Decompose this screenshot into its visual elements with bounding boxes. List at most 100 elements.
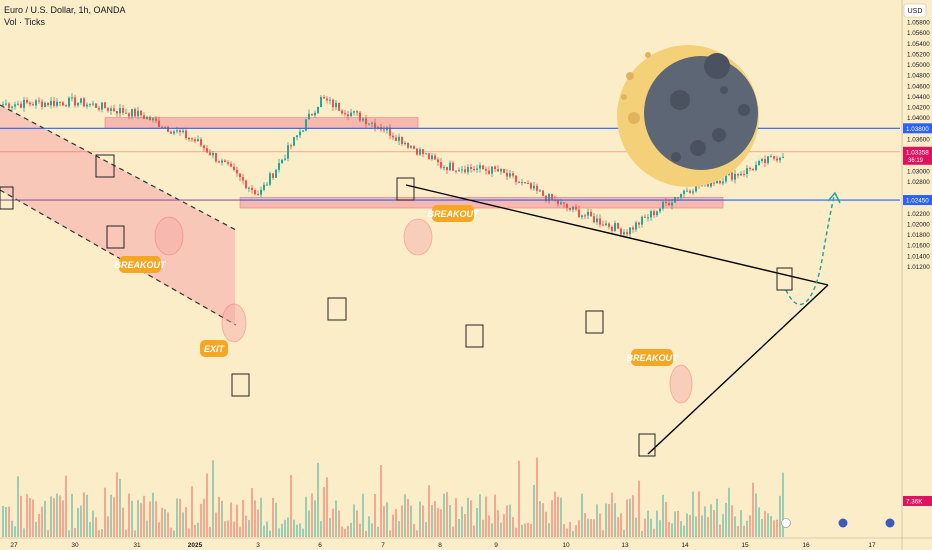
candle — [41, 99, 43, 110]
volume-bar — [512, 517, 514, 537]
candle — [434, 153, 436, 160]
candle — [632, 225, 634, 233]
volume-bar — [704, 506, 706, 537]
volume-bar — [44, 500, 46, 537]
volume-bar — [50, 496, 52, 537]
breakout-label-3: BREAKOUT — [627, 349, 679, 366]
candle — [638, 221, 640, 229]
volume-bar — [218, 496, 220, 537]
candle — [767, 156, 769, 165]
candle — [110, 105, 112, 115]
candle — [578, 205, 580, 218]
candle — [335, 100, 337, 111]
candle — [443, 165, 445, 171]
current-price-tag-text: 1.03358 — [906, 149, 929, 156]
candle — [95, 103, 97, 108]
volume-bar — [257, 509, 259, 537]
candle — [482, 165, 484, 170]
volume-bar — [443, 493, 445, 537]
volume-bar — [602, 530, 604, 537]
candle — [395, 134, 397, 142]
volume-bar — [344, 528, 346, 537]
us-flag-icon — [885, 518, 895, 528]
breakout-label-1: BREAKOUT — [115, 256, 167, 273]
volume-bar — [509, 504, 511, 537]
highlight-box — [776, 267, 793, 291]
candle — [92, 100, 94, 107]
volume-bar — [380, 465, 382, 537]
candle — [524, 182, 526, 184]
volume-bar — [68, 530, 70, 537]
volume-bar — [203, 498, 205, 537]
candle — [98, 105, 100, 112]
volume-bar — [293, 519, 295, 537]
volume-bar — [191, 486, 193, 537]
candle — [692, 188, 694, 196]
volume-bar — [347, 525, 349, 537]
volume-bar — [182, 512, 184, 537]
volume-bar — [638, 480, 640, 537]
volume-bar — [371, 523, 373, 537]
candle — [221, 158, 223, 166]
candle — [551, 193, 553, 201]
candle — [137, 106, 139, 119]
candle — [263, 182, 265, 192]
candle — [359, 111, 361, 123]
volume-bar — [578, 520, 580, 537]
volume-bar — [155, 501, 157, 537]
candle — [428, 152, 430, 160]
time-tick: 14 — [681, 542, 689, 549]
volume-bar — [728, 487, 730, 537]
time-tick: 6 — [318, 542, 322, 549]
candle — [761, 157, 763, 164]
volume-bar — [545, 511, 547, 537]
volume-bar — [323, 487, 325, 537]
volume-bar — [437, 508, 439, 537]
volume-bar — [461, 506, 463, 537]
volume-bar — [227, 520, 229, 537]
candle — [461, 166, 463, 174]
volume-bar — [701, 515, 703, 537]
candle — [140, 110, 142, 119]
candle — [74, 94, 76, 108]
candle — [605, 220, 607, 226]
volume-bar — [29, 498, 31, 537]
volume-bar — [2, 505, 4, 537]
volume-bar — [32, 499, 34, 537]
candle — [65, 104, 67, 107]
candle — [332, 98, 334, 111]
volume-bar — [239, 526, 241, 537]
volume-bar — [230, 502, 232, 537]
volume-bar — [659, 520, 661, 537]
highlight-box — [638, 433, 656, 457]
candle — [254, 188, 256, 196]
ascending-trendline — [647, 284, 829, 455]
candle — [575, 204, 577, 212]
candle — [779, 156, 781, 164]
candle — [242, 173, 244, 185]
candle — [653, 209, 655, 218]
volume-bar — [197, 522, 199, 537]
highlight-box — [327, 297, 347, 321]
volume-bar — [38, 513, 40, 537]
candle — [188, 136, 190, 142]
candle — [530, 182, 532, 191]
volume-bar — [590, 518, 592, 537]
volume-bar — [137, 500, 139, 537]
highlight-circle — [669, 364, 693, 404]
volume-bar — [338, 510, 340, 537]
price-tick: 1.05800 — [907, 20, 930, 27]
candle — [71, 93, 73, 102]
volume-bar — [626, 499, 628, 537]
volume-bar — [731, 505, 733, 537]
volume-bar — [527, 522, 529, 537]
volume-bar — [710, 504, 712, 537]
symbol-title[interactable]: Euro / U.S. Dollar, 1h, OANDA — [4, 5, 126, 15]
candle — [146, 115, 148, 120]
volume-bar — [719, 524, 721, 537]
candle — [548, 192, 550, 204]
candle — [125, 108, 127, 114]
volume-bar — [224, 521, 226, 537]
volume-bar — [521, 524, 523, 537]
